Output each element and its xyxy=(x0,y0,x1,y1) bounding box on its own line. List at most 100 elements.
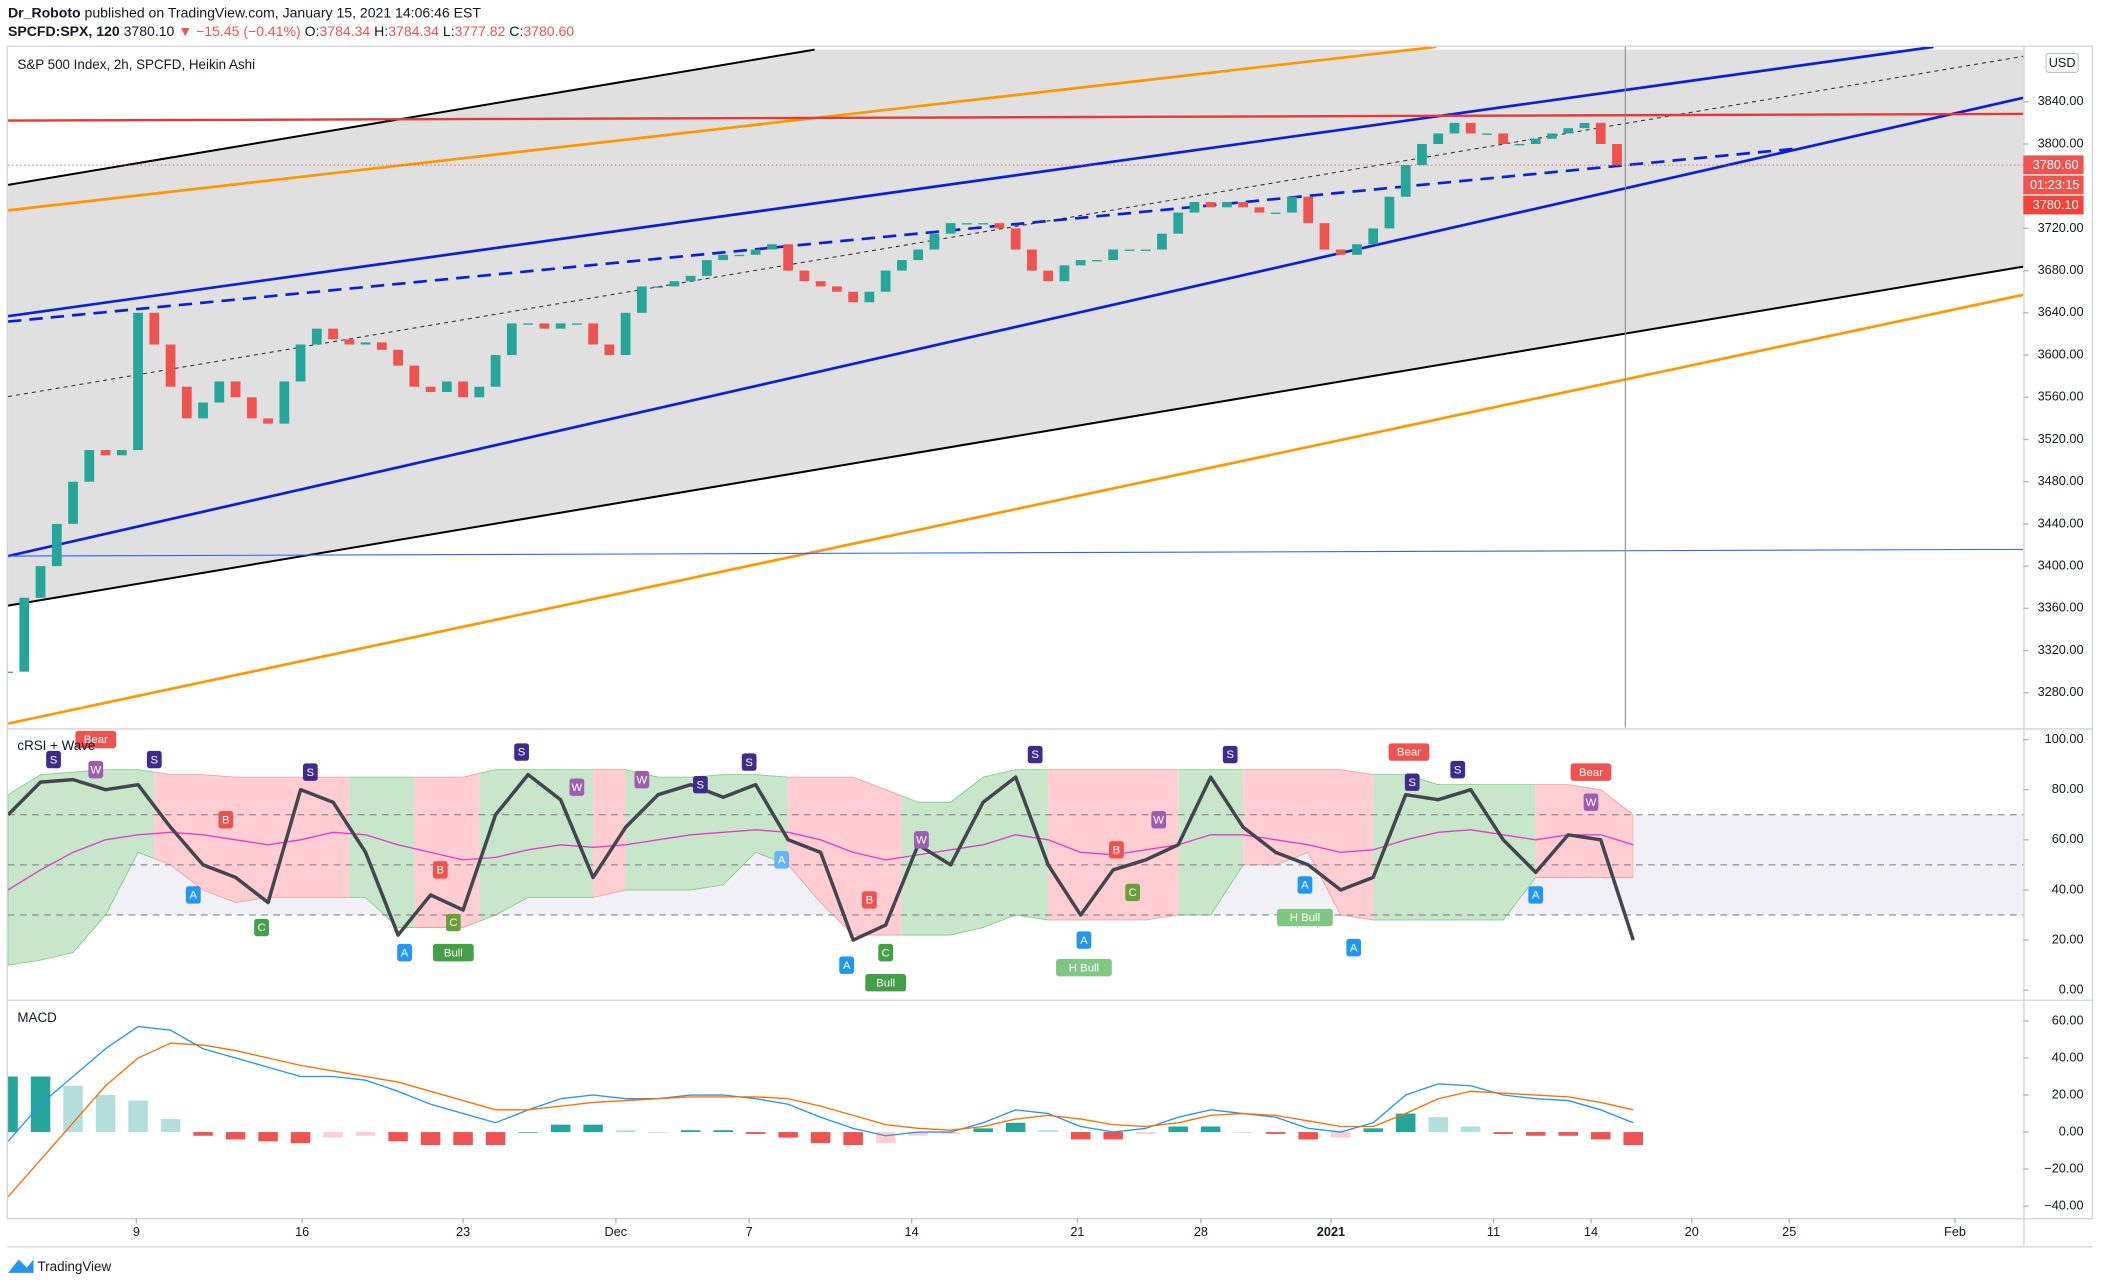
candle xyxy=(832,286,842,292)
y-tick-label: 3400.00 xyxy=(2038,557,2084,572)
candle xyxy=(1449,122,1460,134)
histogram-bar xyxy=(973,1128,993,1133)
y-tick-label: 3560.00 xyxy=(2038,389,2084,404)
ohlc-value: 3784.34 xyxy=(319,23,370,39)
candle xyxy=(864,291,875,303)
band-zone xyxy=(8,769,155,966)
histogram-bar xyxy=(1200,1126,1221,1133)
histogram-bar xyxy=(615,1130,636,1133)
x-tick-label: 9 xyxy=(133,1224,140,1239)
histogram-bar xyxy=(128,1100,148,1133)
histogram-bar xyxy=(518,1132,538,1133)
histogram-bar xyxy=(1590,1132,1611,1140)
signal-label: S xyxy=(307,767,315,779)
signal-marker xyxy=(1404,773,1420,791)
signal-marker xyxy=(774,851,790,869)
candle xyxy=(1417,143,1427,166)
signal-marker xyxy=(1388,743,1430,761)
candle xyxy=(1108,249,1119,261)
candle xyxy=(718,254,729,261)
signal-label: A xyxy=(401,947,409,959)
candle xyxy=(978,223,989,225)
histogram-bar xyxy=(648,1132,668,1133)
signal-label: Bull xyxy=(444,947,463,959)
signal-label: S xyxy=(1031,749,1039,761)
candle xyxy=(344,339,355,345)
signal-label: W xyxy=(1586,797,1597,809)
y-tick-label: 3600.00 xyxy=(2038,346,2084,361)
macd-pane xyxy=(8,1025,1643,1198)
candle xyxy=(1465,122,1476,134)
series-line xyxy=(8,829,1634,891)
candle xyxy=(165,344,176,387)
histogram-bar xyxy=(1070,1132,1091,1140)
signal-marker xyxy=(218,811,234,829)
histogram-bar xyxy=(713,1130,733,1133)
signal-label: Bear xyxy=(1579,767,1603,779)
y-tick-label: 3320.00 xyxy=(2038,642,2084,657)
candle xyxy=(328,328,338,340)
signal-marker xyxy=(1277,908,1333,927)
y-tick-label: 20.00 xyxy=(2052,931,2084,946)
signal-label: A xyxy=(190,890,198,902)
candle xyxy=(848,291,859,303)
histogram-bar xyxy=(453,1132,473,1146)
y-tick-label: 0.00 xyxy=(2059,982,2084,997)
y-tick-label: 40.00 xyxy=(2052,881,2084,896)
histogram-bar xyxy=(940,1132,961,1134)
y-tick-label: −20.00 xyxy=(2044,1160,2083,1175)
signal-label: S xyxy=(518,747,526,759)
candle xyxy=(1254,207,1265,213)
candle xyxy=(133,312,143,451)
signal-label: S xyxy=(697,779,705,791)
horizontal-line xyxy=(8,548,2024,557)
price-label-box xyxy=(2023,195,2084,215)
histogram-bar xyxy=(1233,1132,1253,1133)
trend-line xyxy=(8,46,1437,212)
candle xyxy=(181,386,192,419)
candle xyxy=(994,223,1005,229)
candle xyxy=(767,244,777,250)
histogram-bar xyxy=(95,1095,116,1133)
candle xyxy=(1189,202,1200,213)
candle xyxy=(1075,260,1086,266)
signal-label: S xyxy=(151,754,159,766)
signal-label: A xyxy=(843,960,851,972)
currency: USD xyxy=(2049,55,2076,70)
trend-line xyxy=(8,265,2024,607)
candle xyxy=(1612,143,1622,166)
candle xyxy=(653,286,663,288)
candle xyxy=(149,312,160,345)
signal-label: A xyxy=(1532,890,1540,902)
signal-label: A xyxy=(778,855,786,867)
crsi-pane: S Bear W S A B C S A B C Bull S W W S S A A B C Bull W S A H Bull… xyxy=(8,730,2024,992)
last-price: 3780.10 xyxy=(124,23,175,39)
signal-label: C xyxy=(1129,887,1137,899)
histogram-bar xyxy=(63,1085,83,1133)
histogram-bar xyxy=(745,1132,766,1134)
signal-marker xyxy=(1297,876,1313,894)
candle xyxy=(214,381,225,403)
trend-line xyxy=(8,96,2024,558)
candle xyxy=(815,281,826,287)
signal-marker xyxy=(432,861,448,879)
histogram-bar xyxy=(1460,1126,1481,1133)
y-tick-label: 3480.00 xyxy=(2038,473,2084,488)
candle xyxy=(19,597,30,672)
candle xyxy=(1043,270,1054,282)
ohlc-label: O: xyxy=(305,23,320,39)
band-zone xyxy=(1373,774,1536,921)
candle xyxy=(360,342,371,345)
candle xyxy=(539,323,550,329)
signal-marker xyxy=(1027,745,1043,764)
x-tick-label: 11 xyxy=(1487,1224,1500,1239)
signal-marker xyxy=(1151,811,1167,829)
histogram-bar xyxy=(160,1119,181,1133)
histogram-bar xyxy=(1493,1132,1513,1134)
candle xyxy=(409,365,420,387)
candle xyxy=(490,355,501,387)
histogram-bar xyxy=(193,1132,213,1136)
countdown: 01:23:15 xyxy=(2030,177,2080,192)
signal-label: C xyxy=(257,922,265,934)
